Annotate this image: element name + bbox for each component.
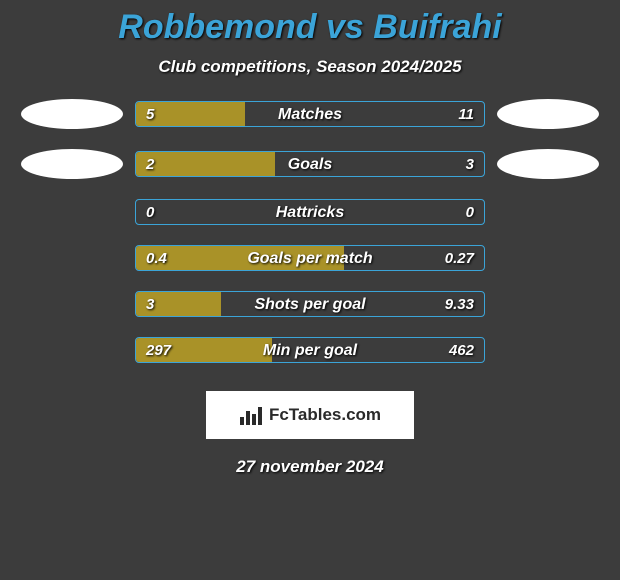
comparison-card: Robbemond vs Buifrahi Club competitions,…	[0, 0, 620, 477]
stat-bar: 511Matches	[135, 101, 485, 127]
player-left-badge	[21, 99, 123, 129]
stats-list: 511Matches 23Goals 00Hattricks 0.40.27Goals…	[0, 99, 620, 363]
stat-row: 0.40.27Goals per match	[0, 245, 620, 271]
stat-label: Hattricks	[136, 200, 484, 225]
stat-label: Shots per goal	[136, 292, 484, 317]
stat-label: Min per goal	[136, 338, 484, 363]
stat-label: Goals per match	[136, 246, 484, 271]
stat-row: 39.33Shots per goal	[0, 291, 620, 317]
stat-label: Goals	[136, 152, 484, 177]
stat-label: Matches	[136, 102, 484, 127]
page-title: Robbemond vs Buifrahi	[0, 8, 620, 47]
stat-row: 23Goals	[0, 149, 620, 179]
brand-text: FcTables.com	[269, 405, 381, 425]
stat-row: 297462Min per goal	[0, 337, 620, 363]
bar-chart-icon	[239, 405, 263, 425]
page-subtitle: Club competitions, Season 2024/2025	[0, 57, 620, 77]
stat-bar: 39.33Shots per goal	[135, 291, 485, 317]
brand-box: FcTables.com	[206, 391, 414, 439]
stat-row: 511Matches	[0, 99, 620, 129]
date-label: 27 november 2024	[0, 457, 620, 477]
stat-bar: 0.40.27Goals per match	[135, 245, 485, 271]
player-right-badge	[497, 99, 599, 129]
stat-bar: 297462Min per goal	[135, 337, 485, 363]
player-left-badge	[21, 149, 123, 179]
stat-bar: 00Hattricks	[135, 199, 485, 225]
stat-row: 00Hattricks	[0, 199, 620, 225]
stat-bar: 23Goals	[135, 151, 485, 177]
player-right-badge	[497, 149, 599, 179]
